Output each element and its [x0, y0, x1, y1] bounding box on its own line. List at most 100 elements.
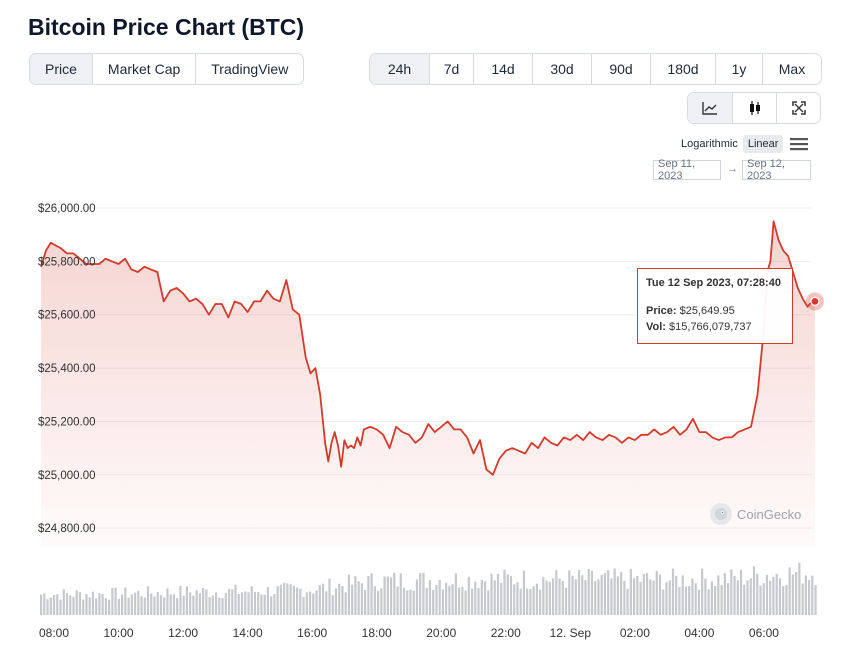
volume-bar	[360, 583, 364, 615]
range-30d[interactable]: 30d	[532, 54, 591, 84]
x-tick-label: 12:00	[168, 626, 198, 640]
candlestick-icon[interactable]	[732, 93, 776, 123]
volume-bar	[318, 585, 321, 615]
volume-bar	[253, 591, 257, 615]
range-max[interactable]: Max	[762, 54, 821, 84]
volume-bar	[364, 589, 367, 615]
volume-bar	[649, 579, 652, 615]
tooltip-vol-value: $15,766,079,737	[669, 321, 752, 333]
date-from-input[interactable]: Sep 11, 2023	[653, 158, 721, 182]
tab-tradingview[interactable]: TradingView	[195, 54, 303, 84]
price-line	[40, 220, 815, 476]
volume-bar	[328, 578, 331, 615]
range-1y[interactable]: 1y	[715, 54, 762, 84]
line-chart-icon[interactable]	[688, 93, 732, 123]
volume-bar	[720, 584, 723, 615]
volume-bar	[688, 585, 691, 615]
volume-bar	[558, 578, 561, 615]
logarithmic-option[interactable]: Logarithmic	[681, 138, 738, 150]
volume-bar	[176, 598, 179, 615]
volume-bar	[146, 586, 150, 615]
volume-bar	[62, 589, 65, 615]
volume-bar	[357, 581, 360, 615]
volume-bar	[671, 568, 675, 615]
volume-bar	[137, 590, 140, 615]
volume-bar	[202, 588, 205, 615]
range-90d[interactable]: 90d	[591, 54, 650, 84]
volume-bar	[133, 592, 137, 615]
volume-bar	[182, 595, 185, 615]
volume-bar	[620, 572, 623, 615]
volume-bar	[723, 573, 726, 615]
volume-bar	[111, 588, 114, 615]
date-to-input[interactable]: Sep 12, 2023	[742, 158, 811, 182]
volume-bar	[344, 592, 347, 615]
tab-market-cap[interactable]: Market Cap	[91, 54, 195, 84]
volume-bar	[257, 591, 260, 615]
linear-option[interactable]: Linear	[742, 135, 784, 153]
volume-bar	[765, 574, 769, 615]
volume-bar	[516, 582, 519, 615]
volume-bar	[590, 570, 594, 615]
volume-bar	[402, 587, 406, 615]
volume-bar	[305, 592, 308, 615]
volume-bar	[594, 581, 597, 615]
volume-bar	[526, 588, 529, 615]
volume-bar	[347, 574, 351, 615]
volume-bar	[581, 575, 584, 615]
volume-bar	[415, 579, 419, 615]
volume-bar	[519, 588, 522, 615]
volume-bar	[334, 588, 338, 615]
volume-bar	[665, 582, 668, 615]
volume-bar	[701, 568, 704, 615]
expand-icon[interactable]	[776, 93, 820, 123]
volume-bar	[331, 595, 334, 615]
volume-bar	[762, 583, 765, 615]
tooltip-price-value: $25,649.95	[679, 305, 735, 317]
watermark-text: CoinGecko	[737, 506, 802, 522]
volume-bar	[273, 593, 276, 615]
volume-bar	[224, 592, 227, 615]
volume-bar	[707, 589, 710, 615]
volume-bar	[386, 576, 389, 615]
menu-icon[interactable]	[790, 137, 809, 151]
volume-bar	[130, 594, 133, 615]
range-180d[interactable]: 180d	[650, 54, 715, 84]
volume-bar	[438, 580, 441, 615]
price-tooltip: Tue 12 Sep 2023, 07:28:40 Price: $25,649…	[637, 268, 793, 344]
volume-bar	[179, 585, 182, 615]
volume-bar	[237, 594, 240, 615]
volume-bar	[743, 584, 746, 615]
volume-bar	[571, 575, 574, 615]
range-14d[interactable]: 14d	[473, 54, 532, 84]
volume-bar	[172, 594, 176, 615]
y-tick-label: $26,000.00	[38, 203, 96, 215]
volume-bar	[739, 569, 743, 615]
range-7d[interactable]: 7d	[429, 54, 473, 84]
volume-bar	[85, 594, 88, 615]
volume-bar	[678, 587, 681, 615]
volume-bar	[227, 588, 231, 615]
volume-bar	[56, 594, 59, 615]
volume-bar	[88, 597, 91, 615]
volume-bar	[46, 599, 49, 615]
tab-price[interactable]: Price	[30, 54, 92, 84]
volume-bar	[658, 574, 662, 615]
volume-bar	[69, 595, 72, 615]
x-tick-label: 08:00	[39, 626, 69, 640]
volume-bar	[636, 576, 639, 615]
volume-bar	[380, 588, 383, 615]
volume-bar	[72, 596, 75, 615]
volume-bar	[522, 570, 526, 615]
volume-bar	[150, 593, 153, 615]
price-chart[interactable]: $26,000.00 $25,800.00 $25,600.00 $25,400.00…	[0, 190, 850, 658]
volume-bar	[675, 575, 678, 615]
range-24h[interactable]: 24h	[370, 54, 429, 84]
x-tick-label: 02:00	[620, 626, 650, 640]
volume-bar	[542, 576, 545, 615]
tooltip-price-label: Price:	[646, 305, 677, 317]
x-tick-label: 16:00	[297, 626, 327, 640]
volume-bar	[308, 591, 312, 615]
volume-bar	[221, 598, 224, 615]
volume-bar	[807, 580, 811, 615]
